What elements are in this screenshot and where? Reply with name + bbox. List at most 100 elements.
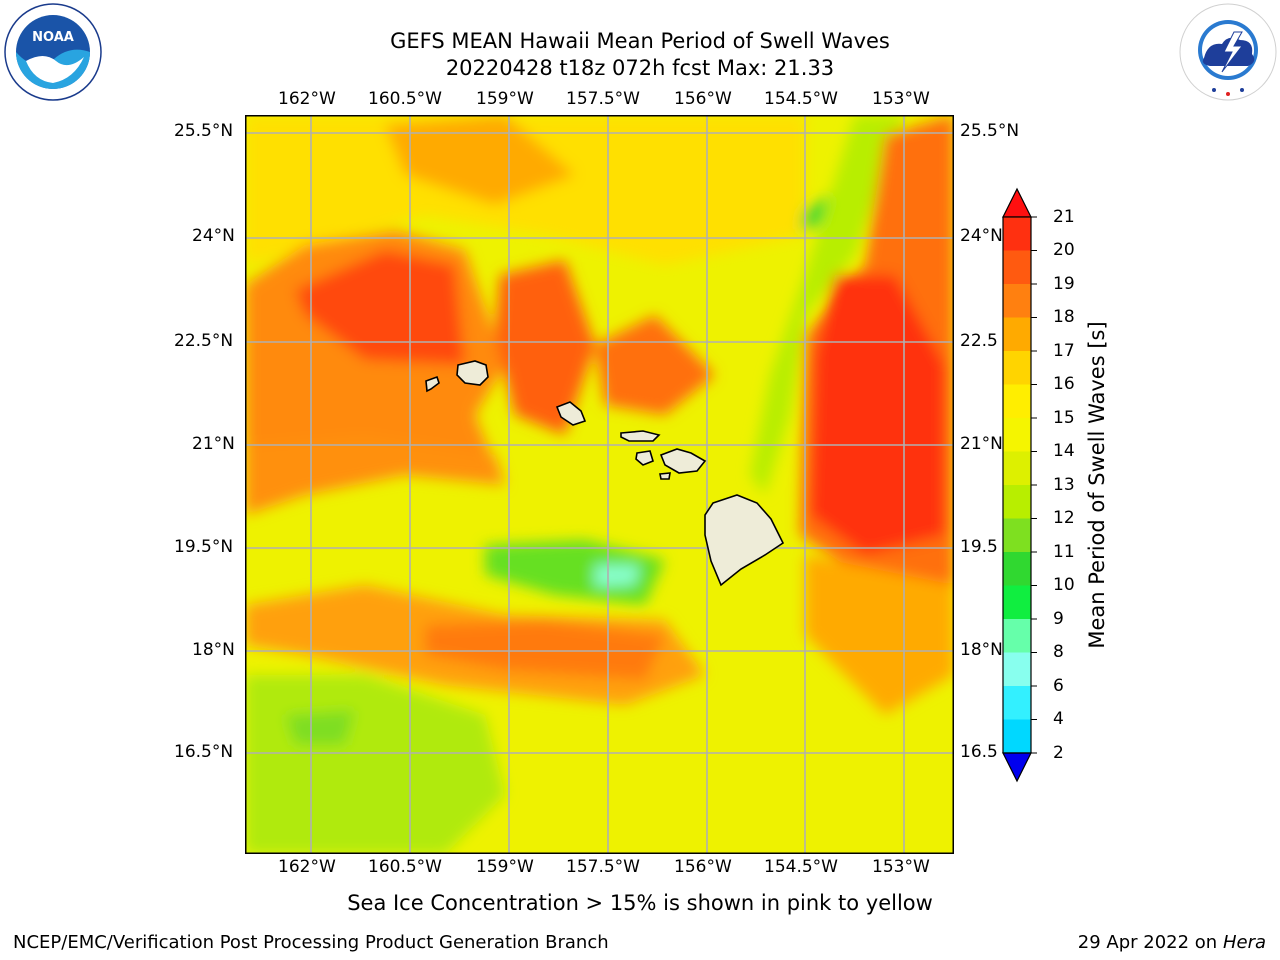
island-hawaii — [704, 494, 785, 587]
chart-subtitle: 20220428 t18z 072h fcst Max: 21.33 — [445, 56, 835, 80]
colorbar-segment — [1003, 719, 1031, 754]
lat-label-right: 21°N — [960, 434, 1003, 454]
field-blob-central-east — [595, 315, 715, 415]
colorbar-segment — [1003, 284, 1031, 318]
noaa-logo-text: NOAA — [32, 30, 74, 45]
colorbar-tick: 21 — [1053, 207, 1075, 227]
lat-label-right: 24°N — [960, 226, 1003, 246]
colorbar-segment — [1003, 518, 1031, 553]
noaa-logo: NOAA — [4, 3, 102, 101]
lat-label-left: 16.5°N — [174, 742, 234, 762]
swell-period-map — [245, 115, 954, 854]
lat-label-right: 19.5 — [960, 537, 998, 557]
lat-label-left: 19.5°N — [174, 537, 234, 557]
field-blob-se — [805, 555, 954, 715]
lat-label-left: 25.5°N — [174, 121, 234, 141]
lat-label-right: 25.5°N — [960, 121, 1020, 141]
lon-label-top: 153°W — [872, 89, 930, 109]
colorbar-segment — [1003, 351, 1031, 385]
lon-label-bottom: 160.5°W — [368, 857, 442, 877]
lon-label-top: 156°W — [674, 89, 732, 109]
lat-label-right: 22.5 — [960, 331, 998, 351]
nws-logo — [1178, 2, 1278, 102]
colorbar-extend-bottom — [1002, 752, 1032, 783]
lon-label-top: 159°W — [476, 89, 534, 109]
colorbar-extend-top — [1002, 187, 1032, 218]
colorbar-tick: 2 — [1053, 743, 1064, 763]
colorbar-segment — [1003, 552, 1031, 586]
footer-date: 29 Apr 2022 on Hera — [1078, 932, 1266, 953]
colorbar-label-text: Mean Period of Swell Waves [s] — [1085, 321, 1109, 649]
field-channel-ne — [750, 115, 905, 495]
lon-label-bottom: 157.5°W — [566, 857, 640, 877]
island-niihau — [425, 375, 440, 393]
island-kauai — [456, 360, 489, 386]
colorbar-segment — [1003, 384, 1031, 419]
field-blob-south-green — [485, 540, 665, 605]
colorbar-segment — [1003, 451, 1031, 486]
field-spot-cyan — [595, 565, 640, 587]
colorbar-tick: 19 — [1053, 274, 1075, 294]
colorbar-tick: 12 — [1053, 508, 1075, 528]
colorbar-tick: 18 — [1053, 307, 1075, 327]
lat-label-left: 21°N — [192, 434, 235, 454]
colorbar-tick: 20 — [1053, 240, 1075, 260]
map-frame — [245, 115, 954, 854]
colorbar — [995, 185, 1045, 785]
field-belt-west — [245, 435, 505, 515]
colorbar-tick: 9 — [1053, 609, 1064, 629]
lat-label-right: 18°N — [960, 640, 1003, 660]
colorbar-tick: 16 — [1053, 374, 1075, 394]
field-band-north-orange — [385, 115, 575, 205]
colorbar-tick: 10 — [1053, 575, 1075, 595]
colorbar-segment — [1003, 317, 1031, 352]
field-spot-green — [800, 195, 830, 230]
island-lanai — [635, 450, 654, 466]
colorbar-tick: 4 — [1053, 709, 1064, 729]
lon-label-top: 162°W — [278, 89, 336, 109]
lon-label-top: 154.5°W — [764, 89, 838, 109]
sea-ice-note: Sea Ice Concentration > 15% is shown in … — [347, 891, 933, 915]
field-blob-east-core — [810, 275, 945, 555]
island-kahoolawe — [659, 472, 671, 480]
island-maui — [659, 448, 707, 474]
field-spot-sw — [285, 710, 355, 745]
lon-label-top: 160.5°W — [368, 89, 442, 109]
field-blob-nw-core — [295, 250, 465, 365]
colorbar-segment — [1003, 686, 1031, 720]
colorbar-segment — [1003, 585, 1031, 620]
footer-date-text: 29 Apr 2022 on — [1077, 932, 1223, 953]
colorbar-tick: 8 — [1053, 642, 1064, 662]
lon-label-bottom: 154.5°W — [764, 857, 838, 877]
island-oahu — [555, 401, 587, 426]
colorbar-segment — [1003, 652, 1031, 687]
footer-host: Hera — [1222, 932, 1266, 953]
colorbar-tick: 17 — [1053, 341, 1075, 361]
lon-label-bottom: 162°W — [278, 857, 336, 877]
colorbar-tick: 13 — [1053, 475, 1075, 495]
colorbar-tick: 15 — [1053, 408, 1075, 428]
colorbar-tick: 14 — [1053, 441, 1075, 461]
graticule — [245, 115, 954, 854]
colorbar-segment — [1003, 217, 1031, 251]
lon-label-bottom: 159°W — [476, 857, 534, 877]
lat-label-left: 18°N — [192, 640, 235, 660]
footer-credit: NCEP/EMC/Verification Post Processing Pr… — [13, 932, 609, 953]
colorbar-segment — [1003, 485, 1031, 519]
island-molokai — [620, 430, 661, 442]
field-belt-south-core — [425, 620, 665, 680]
lat-label-left: 24°N — [192, 226, 235, 246]
colorbar-segment — [1003, 418, 1031, 452]
lat-label-right: 16.5 — [960, 742, 998, 762]
colorbar-segment — [1003, 619, 1031, 653]
lat-label-left: 22.5°N — [174, 331, 234, 351]
field-blob-central — [495, 260, 595, 435]
colorbar-tick: 6 — [1053, 676, 1064, 696]
colorbar-segment — [1003, 250, 1031, 285]
chart-title: GEFS MEAN Hawaii Mean Period of Swell Wa… — [390, 29, 890, 53]
lon-label-bottom: 153°W — [872, 857, 930, 877]
lon-label-bottom: 156°W — [674, 857, 732, 877]
colorbar-tick: 11 — [1053, 542, 1075, 562]
hawaiian-islands — [425, 360, 785, 587]
lon-label-top: 157.5°W — [566, 89, 640, 109]
